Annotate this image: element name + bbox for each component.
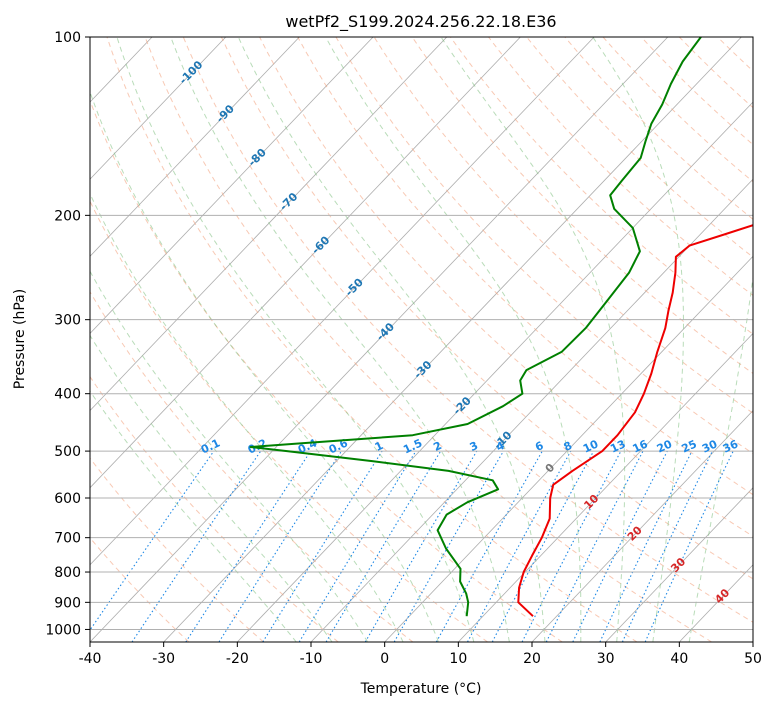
- y-axis-label: Pressure (hPa): [12, 289, 28, 389]
- plot-background: [90, 37, 753, 642]
- y-tick-label: 300: [54, 313, 81, 329]
- y-tick-label: 600: [54, 491, 81, 507]
- y-tick-label: 700: [54, 531, 81, 547]
- x-tick-label: 10: [449, 651, 467, 667]
- x-tick-label: 50: [744, 651, 762, 667]
- x-tick-label: 20: [523, 651, 541, 667]
- y-tick-label: 500: [54, 444, 81, 460]
- y-tick-label: 900: [54, 595, 81, 611]
- y-tick-label: 400: [54, 387, 81, 403]
- x-tick-label: -30: [152, 651, 175, 667]
- x-tick-label: -40: [79, 651, 102, 667]
- y-tick-label: 200: [54, 208, 81, 224]
- y-tick-label: 800: [54, 565, 81, 581]
- x-tick-label: -20: [226, 651, 249, 667]
- chart-title: wetPf2_S199.2024.256.22.18.E36: [285, 12, 556, 32]
- x-tick-label: -10: [300, 651, 323, 667]
- x-axis-label: Temperature (°C): [360, 681, 482, 697]
- x-tick-label: 30: [597, 651, 615, 667]
- y-tick-label: 100: [54, 30, 81, 46]
- x-tick-label: 40: [670, 651, 688, 667]
- x-tick-label: 0: [380, 651, 389, 667]
- y-tick-label: 1000: [45, 622, 81, 638]
